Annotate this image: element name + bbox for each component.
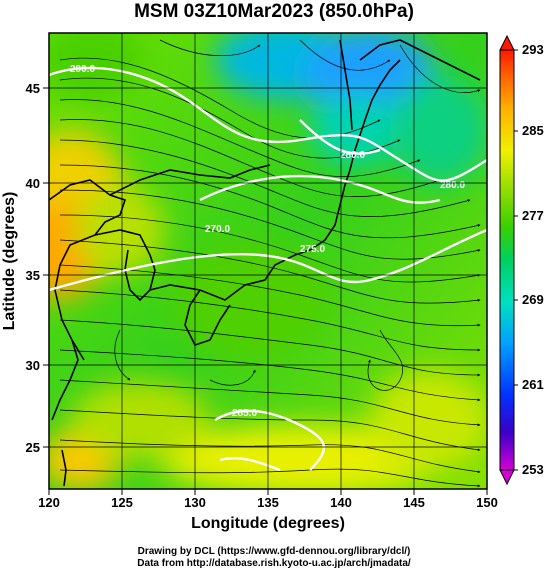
contour-label: 270.0 (205, 224, 230, 235)
colorbar-max-arrow (499, 34, 515, 51)
y-tick-label: 45 (26, 81, 40, 96)
contour-label: 275.0 (300, 244, 325, 255)
credits-line-data: Data from http://database.rish.kyoto-u.a… (137, 558, 411, 569)
y-tick-labels: 25 30 35 40 45 (26, 81, 40, 455)
colorbar: 293 285 277 269 261 253 (499, 34, 544, 486)
colorbar-tick-label: 261 (522, 377, 544, 392)
x-tick-label: 130 (184, 495, 206, 510)
x-tick-label: 120 (38, 495, 60, 510)
grid-lines (49, 33, 487, 489)
wind-streamlines (59, 39, 481, 488)
colorbar-tick-label: 285 (522, 123, 544, 138)
x-tick-label: 140 (330, 495, 352, 510)
colorbar-tick-label: 277 (522, 208, 544, 223)
x-tick-labels: 120 125 130 135 140 145 150 (38, 495, 498, 510)
colorbar-tick-label: 293 (522, 42, 544, 57)
y-axis-ticks (43, 87, 49, 448)
x-axis-ticks (48, 489, 488, 495)
y-tick-label: 35 (26, 268, 40, 283)
colorbar-scale (499, 49, 515, 471)
credits-line-dcl: Drawing by DCL (https://www.gfd-dennou.o… (137, 546, 411, 557)
map-title: MSM 03Z10Mar2023 (850.0hPa) (134, 1, 414, 22)
credits: Drawing by DCL (https://www.gfd-dennou.o… (0, 546, 548, 570)
contour-labels: 290.0 280.0 280.0 270.0 275.0 285.0 (70, 64, 465, 419)
x-tick-label: 125 (111, 495, 133, 510)
x-tick-label: 150 (476, 495, 498, 510)
x-tick-label: 135 (257, 495, 279, 510)
y-axis-label: Latitude (degrees) (1, 192, 18, 331)
isotherm-contours (49, 66, 487, 472)
contour-label: 290.0 (70, 64, 95, 75)
temperature-field (49, 33, 487, 489)
x-tick-label: 145 (403, 495, 425, 510)
colorbar-tick-label: 253 (522, 462, 544, 477)
colorbar-tick-label: 269 (522, 292, 544, 307)
contour-label: 280.0 (440, 180, 465, 191)
y-tick-label: 25 (26, 440, 40, 455)
contour-label: 280.0 (340, 150, 365, 161)
x-axis-label: Longitude (degrees) (191, 515, 345, 532)
y-tick-label: 40 (26, 176, 40, 191)
colorbar-min-arrow (499, 469, 515, 486)
y-tick-label: 30 (26, 358, 40, 373)
contour-label: 285.0 (232, 408, 257, 419)
